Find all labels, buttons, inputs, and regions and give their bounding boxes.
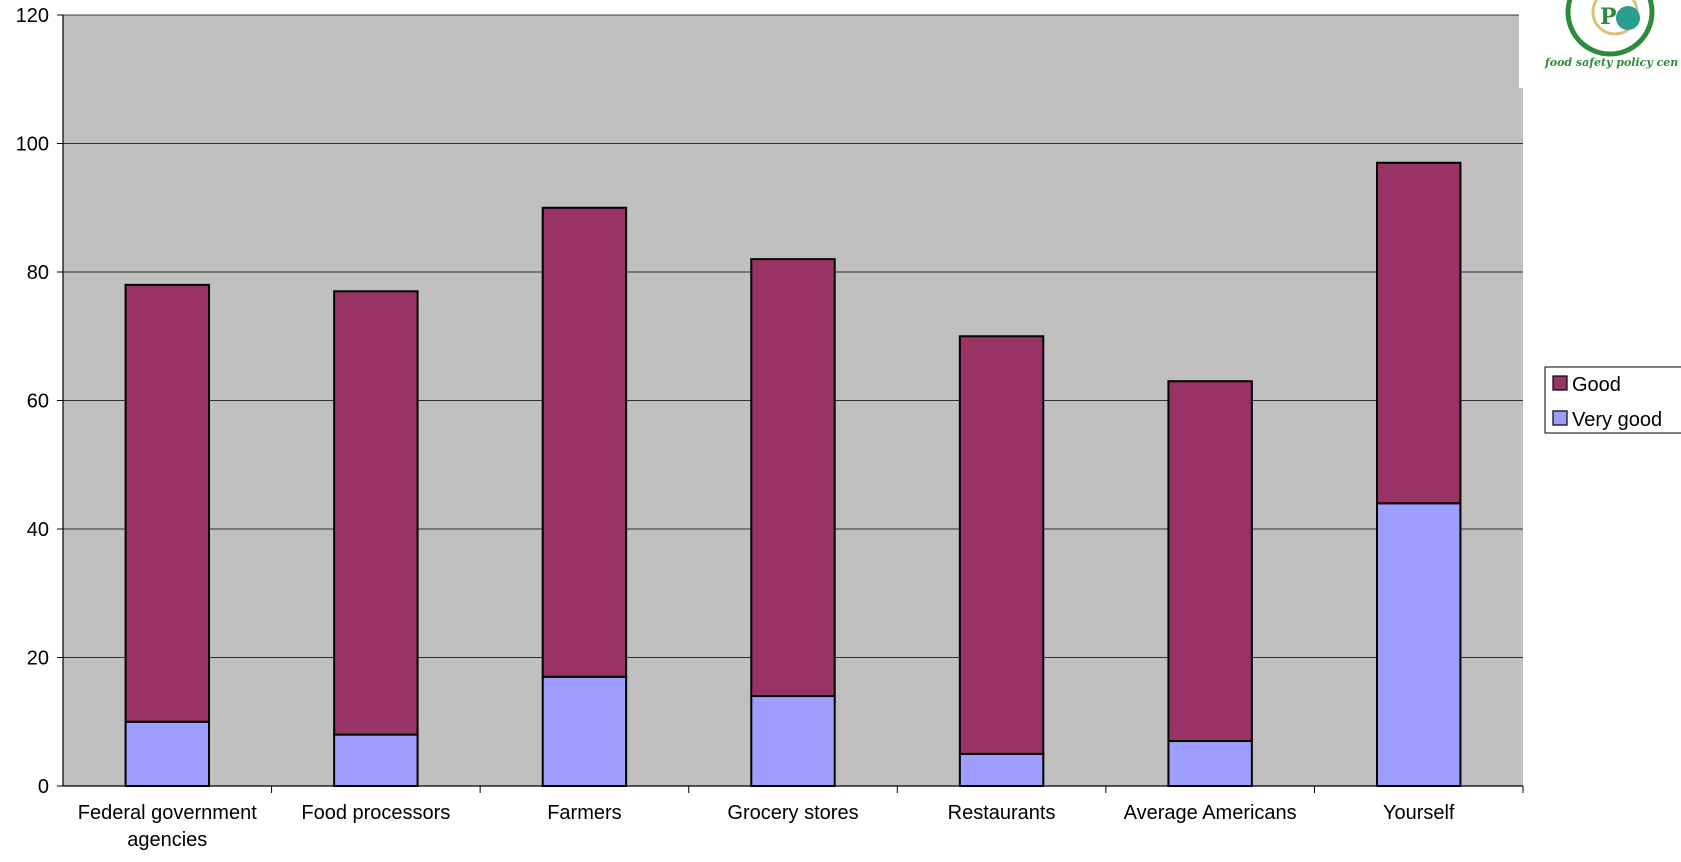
bar-very-good-yourself [1376,502,1462,787]
bars [124,161,1462,788]
legend-label-very-good: Very good [1572,409,1662,431]
x-category-label-food-processors: Food processors [301,802,450,824]
bar-good-farmers [541,206,628,678]
logo-orb [1616,6,1640,30]
x-category-label-yourself: Yourself [1383,802,1455,824]
legend-label-good: Good [1572,374,1621,396]
bar-good-federal-government-agencies [124,283,210,723]
bar-good-average-americans [1167,380,1253,743]
y-tick-label-20: 20 [27,648,49,670]
legend-box [1544,366,1681,434]
bar-good-yourself [1376,161,1462,505]
bar-very-good-federal-government-agencies [124,720,210,787]
x-category-label-farmers: Farmers [547,802,621,824]
bar-very-good-average-americans [1167,740,1253,788]
bar-good-grocery-stores [750,258,836,698]
legend: Good Very good [1544,366,1681,434]
bar-very-good-grocery-stores [750,695,836,787]
bar-good-food-processors [333,290,419,736]
legend-swatch-very-good [1552,410,1568,426]
y-tick-label-100: 100 [16,134,49,156]
bar-very-good-farmers [541,675,628,788]
x-axis-categories: Federal government agencies Food processor… [78,786,1524,851]
legend-swatch-good [1552,375,1568,391]
logo-circle-outer [1565,0,1655,57]
x-category-label-grocery-stores: Grocery stores [727,802,858,824]
bar-very-good-food-processors [333,733,419,787]
x-category-label-restaurants: Restaurants [948,802,1056,824]
bar-good-restaurants [958,335,1045,755]
logo-mark: P [1600,4,1617,30]
x-category-label-federal-government-agencies: Federal government agencies [78,802,257,851]
y-tick-label-80: 80 [27,262,49,284]
food-safety-policy-center-logo: P food safety policy cen [1519,0,1681,88]
y-tick-label-60: 60 [27,391,49,413]
y-tick-label-0: 0 [38,776,49,798]
bar-very-good-restaurants [958,752,1045,787]
y-tick-label-120: 120 [16,5,49,27]
x-category-label-average-americans: Average Americans [1124,802,1297,824]
y-axis-ticks: 0 20 40 60 80 100 120 [16,5,63,798]
y-tick-label-40: 40 [27,519,49,541]
logo-text: food safety policy cen [1544,56,1678,69]
